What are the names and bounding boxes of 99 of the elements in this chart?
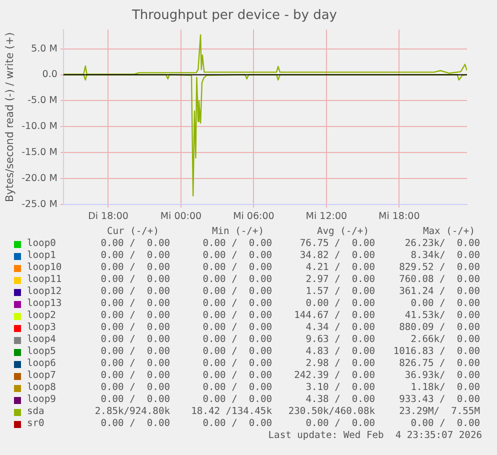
text: 0.00 / 0.00 <box>410 298 480 310</box>
text: 880.09 / 0.00 <box>399 322 480 334</box>
legend-label: loop7 <box>27 370 56 382</box>
text: 144.67 / 0.00 <box>294 310 375 322</box>
text: 41.53k/ 0.00 <box>404 310 480 322</box>
text: 0.00 / 0.00 <box>202 418 272 430</box>
text: 0.00 / 0.00 <box>202 310 272 322</box>
text: 0.00 / 0.00 <box>100 346 170 358</box>
text: 230.50k/460.08k <box>288 406 375 418</box>
y-tick-label: -5.0 M <box>28 95 58 106</box>
legend-label: loop5 <box>27 346 56 358</box>
text: 0.00 / 0.00 <box>202 298 272 310</box>
text: 2.85k/924.80k <box>94 406 170 418</box>
text: 933.43 / 0.00 <box>399 394 480 406</box>
legend-label: loop9 <box>27 394 56 406</box>
text: Last update: Wed Feb 4 23:35:07 2026 <box>268 430 482 442</box>
legend-label: sda <box>27 406 44 418</box>
text: 23.29M/ 7.55M <box>399 406 480 418</box>
y-tick-label: -10.0 M <box>22 121 58 132</box>
x-tick-label: Mi 06:00 <box>233 210 274 222</box>
text: 0.00 / 0.00 <box>100 370 170 382</box>
text: 2.97 / 0.00 <box>306 274 375 286</box>
text: 0.00 / 0.00 <box>100 418 170 430</box>
text: 760.08 / 0.00 <box>399 274 480 286</box>
legend-label: loop6 <box>27 358 56 370</box>
x-tick-label: Mi 18:00 <box>378 210 420 222</box>
text: 0.00 / 0.00 <box>202 358 272 370</box>
text: 0.00 / 0.00 <box>202 274 272 286</box>
text: 2.98 / 0.00 <box>306 358 375 370</box>
text: Cur (-/+) <box>106 226 160 238</box>
y-tick-label: 5.0 M <box>31 43 58 54</box>
text: 0.00 / 0.00 <box>100 394 170 406</box>
text: 0.00 / 0.00 <box>100 382 170 394</box>
legend-label: loop10 <box>27 262 62 274</box>
text: 0.00 / 0.00 <box>100 238 170 250</box>
legend-label: loop3 <box>27 322 56 334</box>
text: 4.38 / 0.00 <box>306 394 375 406</box>
legend-label: loop11 <box>27 274 62 286</box>
legend-label: loop12 <box>27 286 62 298</box>
legend-label: loop2 <box>27 310 56 322</box>
y-tick-label: -15.0 M <box>22 147 58 158</box>
text: 34.82 / 0.00 <box>300 250 375 262</box>
y-tick-label: -25.0 M <box>22 199 58 210</box>
legend-label: loop8 <box>27 382 56 394</box>
y-tick-label: -20.0 M <box>22 173 58 184</box>
text: 0.00 / 0.00 <box>202 286 272 298</box>
x-tick-label: Mi 00:00 <box>160 210 202 222</box>
text: 0.00 / 0.00 <box>100 262 170 274</box>
text: 0.00 / 0.00 <box>100 250 170 262</box>
text: 0.00 / 0.00 <box>202 394 272 406</box>
text: 242.39 / 0.00 <box>294 370 375 382</box>
text: 0.00 / 0.00 <box>202 382 272 394</box>
text: 1016.83 / 0.00 <box>393 346 480 358</box>
x-tick-label: Di 18:00 <box>88 210 128 222</box>
text: 18.42 /134.45k <box>191 406 272 418</box>
text: 0.00 / 0.00 <box>306 298 375 310</box>
text: 0.00 / 0.00 <box>202 370 272 382</box>
legend-label: loop1 <box>27 250 56 262</box>
text: 4.21 / 0.00 <box>306 262 375 274</box>
text: 0.00 / 0.00 <box>410 418 480 430</box>
text: 826.75 / 0.00 <box>399 358 480 370</box>
text: 0.00 / 0.00 <box>100 322 170 334</box>
text: 8.34k/ 0.00 <box>410 250 480 262</box>
text: 0.00 / 0.00 <box>100 286 170 298</box>
legend-label: loop4 <box>27 334 56 346</box>
text: 0.00 / 0.00 <box>202 238 272 250</box>
text: 361.24 / 0.00 <box>399 286 480 298</box>
text: 4.34 / 0.00 <box>306 322 375 334</box>
text: 829.52 / 0.00 <box>399 262 480 274</box>
text: 76.75 / 0.00 <box>300 238 375 250</box>
text: 0.00 / 0.00 <box>100 310 170 322</box>
text: 0.00 / 0.00 <box>202 334 272 346</box>
text: 26.23k/ 0.00 <box>404 238 480 250</box>
chart-title: Throughput per device - by day <box>130 8 338 24</box>
text: 0.00 / 0.00 <box>202 322 272 334</box>
text: 3.10 / 0.00 <box>306 382 375 394</box>
text: 9.63 / 0.00 <box>306 334 375 346</box>
text: Avg (-/+) <box>316 226 370 238</box>
text: 0.00 / 0.00 <box>100 274 170 286</box>
text: 4.83 / 0.00 <box>306 346 375 358</box>
text: 0.00 / 0.00 <box>202 250 272 262</box>
x-tick-label: Mi 12:00 <box>306 210 348 222</box>
y-tick-label: 0.0 <box>42 69 58 80</box>
legend-label: loop0 <box>27 238 56 250</box>
text: 0.00 / 0.00 <box>202 346 272 358</box>
legend-label: sr0 <box>27 418 44 430</box>
text: Max (-/+) <box>422 226 476 238</box>
text: 2.66k/ 0.00 <box>410 334 480 346</box>
text: 36.93k/ 0.00 <box>404 370 480 382</box>
legend-label: loop13 <box>27 298 62 310</box>
text: Min (-/+) <box>211 226 265 238</box>
text: 1.57 / 0.00 <box>306 286 375 298</box>
text: 0.00 / 0.00 <box>100 298 170 310</box>
text: 0.00 / 0.00 <box>100 358 170 370</box>
text: 0.00 / 0.00 <box>100 334 170 346</box>
text: 0.00 / 0.00 <box>306 418 375 430</box>
text: 1.18k/ 0.00 <box>410 382 480 394</box>
y-axis-title: Bytes/second read (-) / write (+) <box>4 32 16 202</box>
text: 0.00 / 0.00 <box>202 262 272 274</box>
